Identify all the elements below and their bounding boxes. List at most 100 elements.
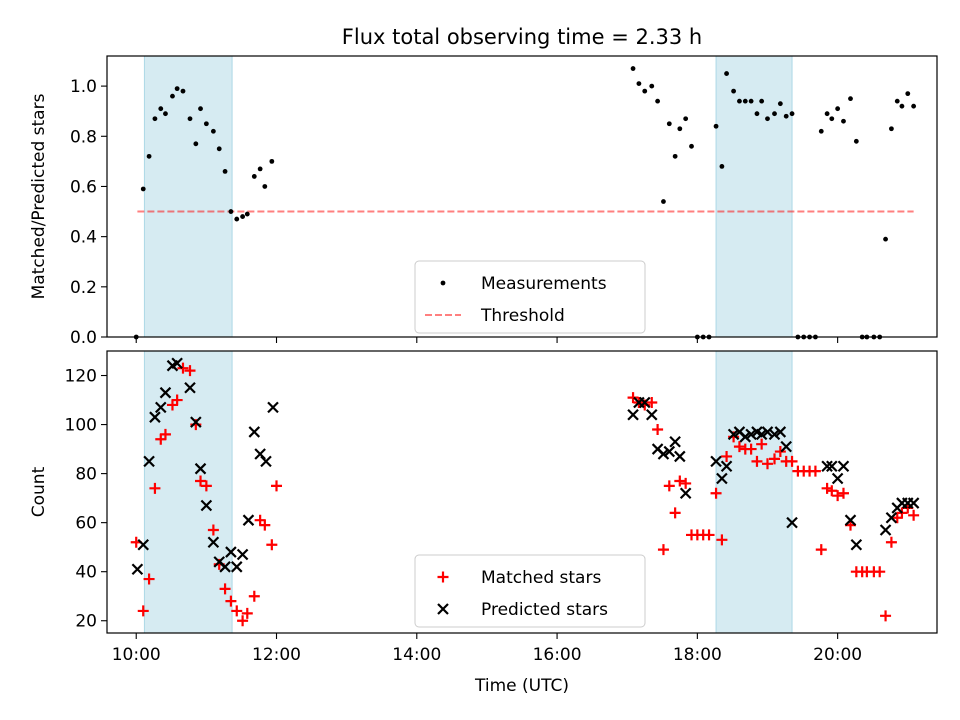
predicted-star-marker xyxy=(826,460,838,473)
bottom-axes: 20 40 60 80 100 120 10:00 12:00 14:00 16:00 18:00 2… xyxy=(65,350,938,665)
axes-frame xyxy=(106,350,938,634)
measurement-point xyxy=(636,81,642,86)
matched-star-marker xyxy=(751,455,763,467)
predicted-star-marker xyxy=(780,440,792,453)
measurement-point xyxy=(899,103,905,109)
predicted-star-marker xyxy=(745,428,757,441)
measurement-point xyxy=(789,111,795,117)
x-tick-label: 18:00 xyxy=(673,645,722,665)
matched-star-marker xyxy=(815,544,827,556)
matched-star-marker xyxy=(657,544,669,556)
y-tick-label: 80 xyxy=(75,465,97,485)
matched-star-marker xyxy=(177,362,189,374)
measurement-point xyxy=(210,128,216,134)
matched-star-marker xyxy=(195,475,207,487)
measurement-point xyxy=(818,128,824,134)
y-tick-label: 0.6 xyxy=(70,177,97,197)
predicted-star-marker xyxy=(184,382,196,394)
predicted-star-marker xyxy=(679,487,692,500)
measurement-point xyxy=(198,106,203,112)
matched-star-marker xyxy=(837,487,849,499)
measurement-point xyxy=(262,184,268,189)
predicted-star-marker xyxy=(879,524,892,536)
figure-title: Flux total observing time = 2.33 h xyxy=(342,25,702,49)
matched-star-marker xyxy=(716,534,728,546)
predicted-star-marker xyxy=(674,450,686,463)
predicted-star-marker xyxy=(194,462,207,475)
predicted-star-marker xyxy=(755,428,768,441)
matched-star-marker xyxy=(241,607,253,619)
measurement-point xyxy=(222,169,228,174)
predicted-star-marker xyxy=(627,408,639,421)
bottom-observing-bands xyxy=(143,350,793,634)
measurement-point xyxy=(672,153,678,159)
matched-star-marker xyxy=(207,524,219,536)
matched-star-marker xyxy=(225,595,237,607)
measurement-point xyxy=(905,91,911,97)
matched-star-marker xyxy=(703,529,715,541)
y-tick-label: 0.4 xyxy=(70,228,97,248)
predicted-star-marker xyxy=(907,497,920,509)
matched-star-marker xyxy=(266,539,278,551)
predicted-star-marker xyxy=(774,426,787,438)
y-tick-label: 0.0 xyxy=(70,328,97,348)
measurement-point xyxy=(777,101,783,107)
predicted-star-marker xyxy=(638,396,651,409)
matched-star-marker xyxy=(680,477,692,489)
matched-star-marker xyxy=(646,396,658,408)
measurement-point xyxy=(759,98,765,104)
matched-star-marker xyxy=(171,394,183,406)
predicted-star-marker xyxy=(786,516,798,529)
legend-marker-swatch xyxy=(437,603,449,615)
predicted-star-marker xyxy=(248,426,261,438)
predicted-star-marker xyxy=(242,514,255,526)
matched-star-marker xyxy=(219,583,231,595)
predicted-star-marker xyxy=(739,431,752,443)
measurement-point xyxy=(765,116,770,122)
matched-star-marker xyxy=(137,605,149,617)
measurement-point xyxy=(661,199,666,204)
predicted-star-marker xyxy=(260,455,272,468)
measurement-point xyxy=(824,111,830,117)
predicted-star-marker xyxy=(131,563,144,576)
observing-window-band xyxy=(143,350,233,634)
measurement-point xyxy=(713,123,719,129)
measurement-point xyxy=(140,186,146,192)
measurement-point xyxy=(748,98,754,104)
measurement-point xyxy=(180,88,186,94)
predicted-star-marker xyxy=(219,561,231,573)
observing-window-band xyxy=(715,350,793,634)
measurement-point xyxy=(649,83,655,89)
predicted-star-marker xyxy=(761,426,774,438)
matched-star-marker xyxy=(786,455,798,467)
measurement-point xyxy=(655,98,661,104)
observing-window-band xyxy=(715,55,793,338)
measurement-point xyxy=(251,174,257,179)
matched-star-marker xyxy=(761,458,773,470)
measurement-point xyxy=(240,214,246,219)
predicted-star-marker xyxy=(230,561,243,573)
matched-star-marker xyxy=(663,480,675,492)
matched-star-marker xyxy=(652,423,664,435)
measurement-point xyxy=(772,111,777,117)
predicted-star-marker xyxy=(225,546,237,558)
predicted-star-marker xyxy=(137,538,150,551)
measurement-point xyxy=(783,113,789,119)
predicted-star-marker xyxy=(171,357,183,370)
measurement-point xyxy=(911,103,917,109)
matched-star-marker xyxy=(674,475,686,487)
legend-label: Threshold xyxy=(480,306,565,326)
measurement-point xyxy=(841,118,846,124)
top-legend: Measurements Threshold xyxy=(414,260,646,334)
measurement-point xyxy=(642,88,648,94)
top-axes: 0.0 0.2 0.4 0.6 0.8 1.0 xyxy=(70,55,938,348)
observing-window-band xyxy=(143,55,233,338)
matched-star-marker xyxy=(832,490,844,502)
matched-star-marker xyxy=(237,615,249,627)
matched-star-marker xyxy=(756,438,768,450)
matched-star-marker xyxy=(874,566,886,578)
measurement-point xyxy=(158,106,164,112)
predicted-star-marker xyxy=(663,445,676,458)
legend-label: Predicted stars xyxy=(481,600,608,620)
